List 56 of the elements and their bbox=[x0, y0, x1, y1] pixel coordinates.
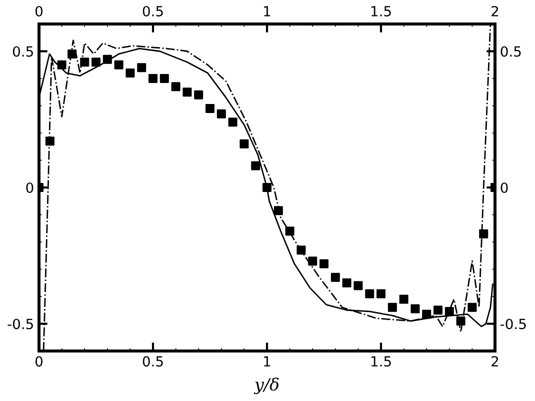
point bbox=[479, 229, 488, 238]
x2-tick-label: 1 bbox=[264, 6, 270, 16]
point bbox=[171, 82, 180, 92]
point bbox=[228, 118, 238, 127]
point bbox=[330, 272, 340, 282]
point bbox=[376, 289, 386, 298]
y-tick-label: -0.5 bbox=[8, 318, 33, 330]
point bbox=[285, 226, 294, 236]
x-tick-label: 0.5 bbox=[142, 356, 163, 367]
point bbox=[148, 74, 158, 83]
y-tick-label: 0.5 bbox=[12, 46, 33, 57]
point bbox=[126, 68, 135, 78]
point bbox=[68, 49, 77, 58]
point bbox=[399, 294, 408, 304]
x-tick-label: 0 bbox=[35, 356, 42, 367]
x-tick-label: 1 bbox=[264, 356, 270, 366]
y2-tick-label: 0.5 bbox=[500, 46, 521, 57]
point bbox=[456, 316, 466, 326]
point bbox=[320, 259, 328, 268]
x-axis-title: y/δ bbox=[254, 378, 279, 394]
point bbox=[354, 281, 363, 290]
x-tick-label: 2 bbox=[492, 356, 498, 366]
point bbox=[251, 161, 260, 170]
point bbox=[57, 60, 66, 70]
point bbox=[262, 183, 272, 192]
point bbox=[206, 104, 214, 113]
x2-tick-label: 2 bbox=[492, 6, 498, 16]
point bbox=[240, 139, 249, 148]
point bbox=[388, 302, 397, 312]
x2-tick-label: 0 bbox=[35, 6, 42, 16]
point bbox=[422, 310, 432, 319]
x2-tick-label: 1.5 bbox=[371, 6, 391, 16]
point bbox=[410, 304, 420, 314]
point bbox=[194, 90, 204, 100]
y-tick-label: 0 bbox=[26, 182, 34, 193]
point bbox=[160, 74, 169, 83]
y2-tick-label: 0 bbox=[500, 182, 508, 193]
point bbox=[45, 136, 54, 146]
x-tick-label: 1.5 bbox=[371, 356, 391, 367]
y2-tick-label: -0.5 bbox=[500, 318, 526, 330]
point bbox=[92, 58, 100, 67]
point bbox=[444, 306, 454, 316]
point bbox=[434, 306, 442, 315]
x2-tick-label: 0.5 bbox=[142, 6, 163, 16]
point bbox=[216, 109, 226, 118]
point bbox=[296, 246, 306, 255]
point bbox=[308, 256, 318, 266]
point bbox=[137, 63, 146, 72]
point bbox=[182, 88, 192, 97]
point bbox=[274, 206, 283, 216]
point bbox=[365, 289, 374, 298]
point bbox=[102, 54, 112, 64]
point bbox=[342, 278, 352, 288]
point bbox=[80, 58, 90, 67]
point bbox=[114, 60, 124, 70]
point bbox=[468, 302, 477, 312]
